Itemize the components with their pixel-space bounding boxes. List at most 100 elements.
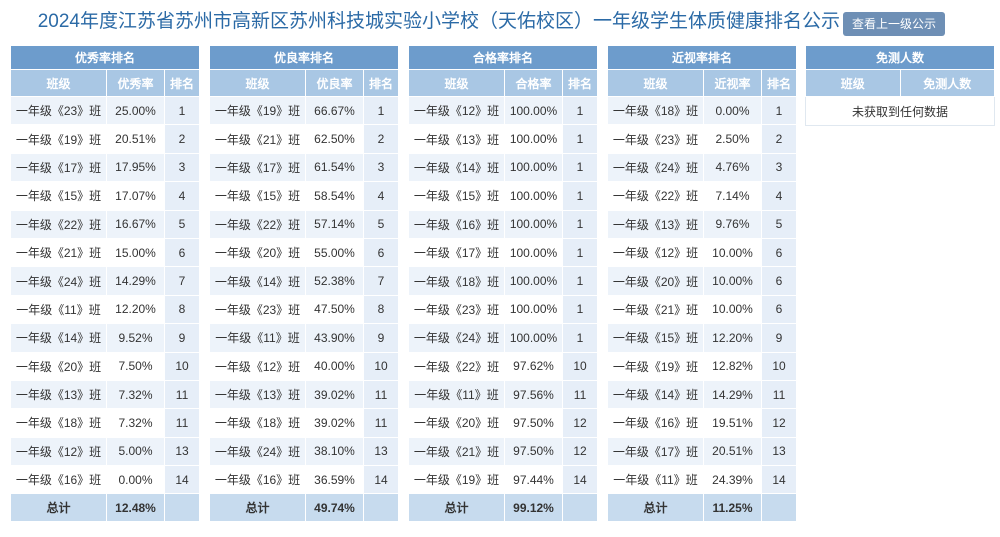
table-cell: 100.00%	[504, 323, 563, 353]
table-cell: 一年级《11》班	[607, 465, 704, 495]
column-header: 班级	[408, 69, 505, 97]
column-header: 近视率	[703, 69, 762, 97]
table-cell: 一年级《22》班	[408, 351, 505, 381]
table-cell: 97.50%	[504, 436, 563, 467]
column-header: 班级	[209, 69, 306, 97]
table-cell: 一年级《14》班	[10, 323, 107, 353]
table-cell: 66.67%	[305, 95, 364, 126]
table-cell: 10	[760, 351, 798, 381]
table-cell: 11	[163, 408, 201, 438]
table-cell: 一年级《19》班	[209, 95, 306, 126]
table-row: 一年级《11》班 24.39% 14	[607, 465, 798, 495]
table-cell: 一年级《21》班	[607, 294, 704, 325]
table-cell: 40.00%	[305, 351, 364, 381]
table-cell: 14	[362, 465, 400, 495]
table-cell: 一年级《16》班	[408, 209, 505, 239]
table-cell: 97.62%	[504, 351, 563, 381]
table-cell: 9.76%	[703, 209, 762, 239]
table-row: 一年级《24》班 4.76% 3	[607, 152, 798, 183]
column-header-row: 班级 优秀率 排名	[10, 69, 201, 97]
column-header: 班级	[805, 69, 901, 97]
table-cell: 58.54%	[305, 181, 364, 211]
table-cell: 一年级《14》班	[408, 152, 505, 183]
table-row: 一年级《17》班 17.95% 3	[10, 152, 201, 183]
table-row: 一年级《19》班 12.82% 10	[607, 351, 798, 381]
table-cell: 一年级《12》班	[607, 237, 704, 268]
table-row: 一年级《15》班 58.54% 4	[209, 181, 400, 211]
table-cell: 61.54%	[305, 152, 364, 183]
table-row: 一年级《17》班 100.00% 1	[408, 237, 599, 268]
table-cell: 一年级《17》班	[607, 436, 704, 467]
table-cell: 10	[362, 351, 400, 381]
table-cell: 19.51%	[703, 408, 762, 438]
table-cell: 3	[760, 152, 798, 183]
table-cell: 一年级《23》班	[209, 294, 306, 325]
table-cell: 一年级《13》班	[10, 379, 107, 410]
table-row: 一年级《17》班 61.54% 3	[209, 152, 400, 183]
ranking-table: 合格率排名 班级 合格率 排名 一年级《12》班 100.00% 1 一年级《13》班 100.…	[407, 45, 599, 523]
column-header: 班级	[607, 69, 704, 97]
table-cell: 一年级《24》班	[408, 323, 505, 353]
table-row: 一年级《18》班 0.00% 1	[607, 95, 798, 126]
ranking-table: 优秀率排名 班级 优秀率 排名 一年级《23》班 25.00% 1 一年级《19》班 20.51…	[9, 45, 201, 523]
table-cell: 1	[561, 181, 599, 211]
table-cell: 39.02%	[305, 379, 364, 410]
table-cell: 一年级《18》班	[607, 95, 704, 126]
table-cell: 11	[760, 379, 798, 410]
table-row: 一年级《14》班 52.38% 7	[209, 266, 400, 296]
table-cell: 1	[561, 294, 599, 325]
total-cell-blank	[561, 493, 599, 523]
table-row: 一年级《12》班 40.00% 10	[209, 351, 400, 381]
table-row: 一年级《20》班 7.50% 10	[10, 351, 201, 381]
table-row: 一年级《12》班 10.00% 6	[607, 237, 798, 268]
table-cell: 7.50%	[106, 351, 165, 381]
previous-level-button[interactable]: 查看上一级公示	[843, 12, 945, 36]
table-cell: 7.14%	[703, 181, 762, 211]
table-cell: 6	[760, 266, 798, 296]
table-cell: 4	[362, 181, 400, 211]
column-header-row: 班级 优良率 排名	[209, 69, 400, 97]
table-cell: 一年级《21》班	[209, 124, 306, 154]
table-cell: 一年级《21》班	[10, 237, 107, 268]
table-cell: 8	[362, 294, 400, 325]
total-cell: 11.25%	[703, 493, 762, 523]
empty-row: 未获取到任何数据	[805, 96, 995, 126]
table-cell: 一年级《22》班	[10, 209, 107, 239]
table-cell: 一年级《24》班	[209, 436, 306, 467]
table-cell: 14	[163, 465, 201, 495]
total-cell: 49.74%	[305, 493, 364, 523]
table-title-row: 免测人数	[805, 45, 995, 70]
page-title: 2024年度江苏省苏州市高新区苏州科技城实验小学校（天佑校区）一年级学生体质健康…	[37, 11, 840, 32]
table-cell: 0.00%	[703, 95, 762, 126]
column-header-row: 班级 合格率 排名	[408, 69, 599, 97]
table-cell: 一年级《17》班	[10, 152, 107, 183]
table-cell: 一年级《23》班	[10, 95, 107, 126]
table-row: 一年级《16》班 19.51% 12	[607, 408, 798, 438]
table-title: 合格率排名	[407, 45, 599, 70]
table-cell: 6	[760, 237, 798, 268]
column-header: 优良率	[305, 69, 364, 97]
table-cell: 一年级《17》班	[408, 237, 505, 268]
table-row: 一年级《19》班 97.44% 14	[408, 465, 599, 495]
table-cell: 一年级《18》班	[209, 408, 306, 438]
table-cell: 100.00%	[504, 209, 563, 239]
table-cell: 11	[561, 379, 599, 410]
table-title: 近视率排名	[606, 45, 798, 70]
table-cell: 4	[163, 181, 201, 211]
table-cell: 10	[561, 351, 599, 381]
table-cell: 3	[163, 152, 201, 183]
table-cell: 47.50%	[305, 294, 364, 325]
exempt-table: 免测人数 班级 免测人数 未获取到任何数据	[805, 45, 995, 126]
table-cell: 9	[362, 323, 400, 353]
table-cell: 一年级《22》班	[607, 181, 704, 211]
total-cell: 99.12%	[504, 493, 563, 523]
table-row: 一年级《11》班 97.56% 11	[408, 379, 599, 410]
total-cell: 总计	[607, 493, 704, 523]
table-cell: 97.44%	[504, 465, 563, 495]
table-cell: 一年级《12》班	[10, 436, 107, 467]
table-cell: 12.20%	[106, 294, 165, 325]
table-cell: 1	[561, 95, 599, 126]
table-cell: 14	[561, 465, 599, 495]
table-cell: 3	[362, 152, 400, 183]
table-row: 一年级《21》班 62.50% 2	[209, 124, 400, 154]
